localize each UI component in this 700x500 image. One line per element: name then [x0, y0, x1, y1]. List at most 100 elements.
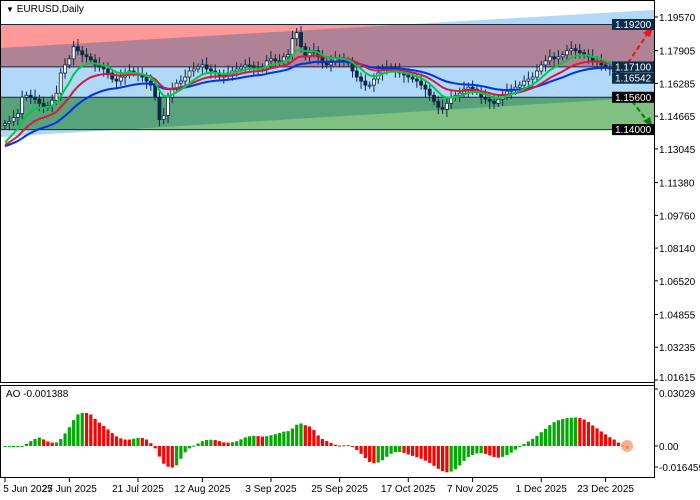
candle	[299, 25, 303, 53]
ao-bar	[273, 434, 277, 446]
candle-body	[187, 70, 192, 78]
ao-bar	[586, 422, 591, 446]
ao-bar	[33, 438, 37, 446]
candle	[157, 91, 162, 127]
ao-bar	[93, 418, 97, 446]
candle	[560, 51, 565, 61]
x-tick-label: 27 Jun 2025	[42, 484, 97, 495]
ao-bar	[127, 439, 132, 446]
ao-bar	[235, 441, 239, 446]
symbol-label: EURUSD,Daily	[16, 4, 84, 15]
ao-bar	[556, 420, 561, 446]
ao-bar	[299, 423, 303, 446]
ao-bar	[501, 446, 505, 457]
ao-bar	[368, 446, 372, 462]
ao-bar	[67, 427, 71, 446]
candle-body	[496, 98, 501, 104]
candle-body	[547, 56, 552, 62]
candle	[367, 81, 372, 89]
candle	[11, 109, 16, 127]
y-tick-label: 1.13045	[659, 145, 696, 156]
ao-bar	[582, 419, 586, 446]
ao-bar	[119, 438, 123, 446]
ao-bar	[599, 431, 603, 446]
candle-body	[354, 70, 359, 78]
y-tick-label: 1.09760	[659, 211, 696, 222]
ao-bar	[256, 436, 260, 446]
ao-tick-label: -0.016459	[659, 463, 700, 474]
candle-body	[444, 102, 449, 110]
candle	[569, 41, 574, 56]
ao-bar	[445, 446, 449, 473]
candle-body	[118, 76, 123, 82]
candle-body	[15, 113, 20, 118]
candle-body	[281, 56, 286, 62]
ao-bar	[376, 446, 380, 463]
candle-body	[367, 84, 372, 87]
candle	[161, 107, 166, 125]
ao-bar	[333, 444, 337, 446]
ao-bar	[359, 446, 363, 454]
ao-bar	[295, 424, 299, 446]
chart-title[interactable]: ▼ EURUSD,Daily	[6, 4, 84, 15]
ao-bar	[247, 436, 252, 446]
candle-body	[419, 80, 424, 86]
triangle-down-icon[interactable]: ▼	[6, 5, 14, 14]
ao-bar	[97, 422, 101, 446]
candle	[436, 95, 441, 115]
ao-bar	[483, 446, 488, 454]
candle	[556, 50, 561, 65]
ao-bar	[393, 446, 397, 453]
ao-bar	[170, 446, 174, 468]
candle-body	[20, 96, 25, 114]
ao-bar	[513, 446, 518, 450]
ao-bar	[363, 446, 367, 459]
y-tick-label: 1.03235	[659, 343, 696, 354]
price-label-box	[612, 72, 654, 84]
candle	[187, 66, 192, 85]
ao-bar	[102, 425, 106, 446]
price-label: 1.15600	[615, 93, 652, 104]
candle-body	[539, 64, 544, 72]
candle-body	[440, 106, 445, 110]
y-tick-label: 1.06520	[659, 277, 696, 288]
candle	[84, 48, 89, 63]
candle	[539, 61, 544, 75]
ao-bar	[565, 418, 569, 446]
candle	[191, 62, 196, 77]
candle	[67, 55, 72, 69]
x-tick-label: 25 Sep 2025	[311, 484, 368, 495]
ao-bar	[183, 446, 187, 453]
ao-bar	[612, 439, 616, 446]
ao-bar	[217, 441, 222, 446]
ao-bar	[440, 446, 445, 472]
y-tick-label: 1.01615	[659, 373, 696, 384]
candle-body	[466, 86, 471, 90]
candle-body	[543, 60, 548, 66]
x-tick-label: 5 Jun 2025	[3, 484, 53, 495]
candle-body	[191, 68, 196, 72]
ao-bar	[578, 418, 582, 446]
ao-bar	[72, 420, 76, 446]
ao-bar	[320, 438, 325, 446]
ao-bar	[449, 446, 453, 472]
y-tick-label: 1.16285	[659, 79, 696, 90]
y-tick-label: 1.04855	[659, 310, 696, 321]
ao-bar	[226, 442, 230, 446]
ao-bar	[192, 445, 196, 447]
ao-marker	[621, 440, 634, 452]
candle-body	[522, 80, 526, 86]
ao-bar	[63, 433, 67, 446]
candle-body	[372, 78, 376, 86]
ao-bar	[531, 438, 535, 446]
x-tick-label: 1 Dec 2025	[516, 484, 568, 495]
candle-body	[432, 94, 436, 102]
ao-bar	[573, 417, 578, 446]
candle	[196, 63, 200, 73]
ao-bar	[406, 446, 410, 455]
ao-bar	[175, 446, 179, 466]
ao-bar	[16, 446, 20, 447]
ao-bar	[471, 446, 475, 456]
